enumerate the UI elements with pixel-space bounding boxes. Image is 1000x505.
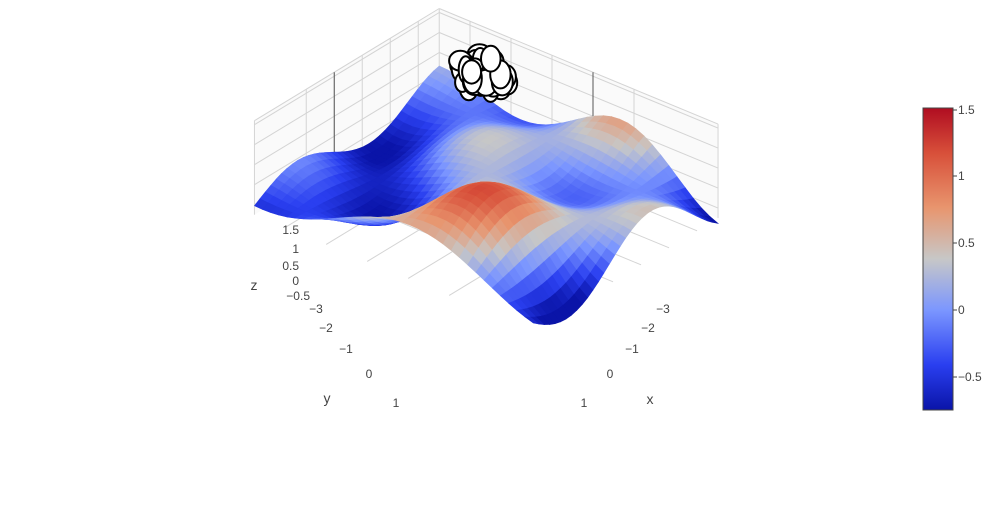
grid-line bbox=[254, 12, 440, 126]
x-tick-label: −3 bbox=[656, 302, 670, 316]
data-marker[interactable] bbox=[480, 44, 502, 73]
marker-cluster[interactable] bbox=[448, 43, 519, 103]
x-tick-label: 0 bbox=[607, 367, 614, 381]
x-tick-label: 1 bbox=[581, 396, 588, 410]
grid-line bbox=[254, 32, 440, 146]
x-tick-label: −1 bbox=[625, 342, 639, 356]
y-tick-label: −2 bbox=[319, 321, 333, 335]
z-axis-title: z bbox=[251, 277, 258, 293]
z-tick-label: −0.5 bbox=[286, 289, 310, 303]
colorbar-tick-label: 1 bbox=[958, 169, 965, 183]
y-tick-label: 1 bbox=[393, 396, 400, 410]
colorbar-tick-label: 0.5 bbox=[958, 236, 975, 250]
colorbar: 1.5 1 0.5 0 −0.5 bbox=[922, 103, 982, 411]
z-tick-label: 1.5 bbox=[282, 223, 299, 237]
y-tick-label: 0 bbox=[366, 367, 373, 381]
x-tick-label: −2 bbox=[641, 321, 655, 335]
colorbar-tick-label: −0.5 bbox=[958, 370, 982, 384]
data-marker[interactable] bbox=[461, 59, 483, 85]
box-edge bbox=[439, 8, 719, 125]
y-axis-title: y bbox=[324, 390, 331, 406]
y-tick-label: −3 bbox=[309, 302, 323, 316]
colorbar-tick-label: 0 bbox=[958, 303, 965, 317]
box-edge bbox=[254, 8, 440, 122]
z-tick-label: 1 bbox=[292, 242, 299, 256]
grid-line bbox=[439, 12, 719, 129]
x-axis-title: x bbox=[647, 391, 654, 407]
axis-labels: −3 −2 −1 0 1 x −3 −2 −1 0 1 y 1.5 1 0.5 … bbox=[251, 223, 671, 410]
grid-line bbox=[254, 72, 440, 186]
z-tick-label: 0 bbox=[292, 274, 299, 288]
surface-cell bbox=[524, 316, 540, 325]
grid-line bbox=[254, 52, 440, 166]
z-tick-label: 0.5 bbox=[282, 259, 299, 273]
y-tick-label: −1 bbox=[339, 342, 353, 356]
surface-mesh[interactable] bbox=[254, 65, 720, 325]
colorbar-tick-label: 1.5 bbox=[958, 103, 975, 117]
colorbar-gradient bbox=[922, 107, 954, 411]
